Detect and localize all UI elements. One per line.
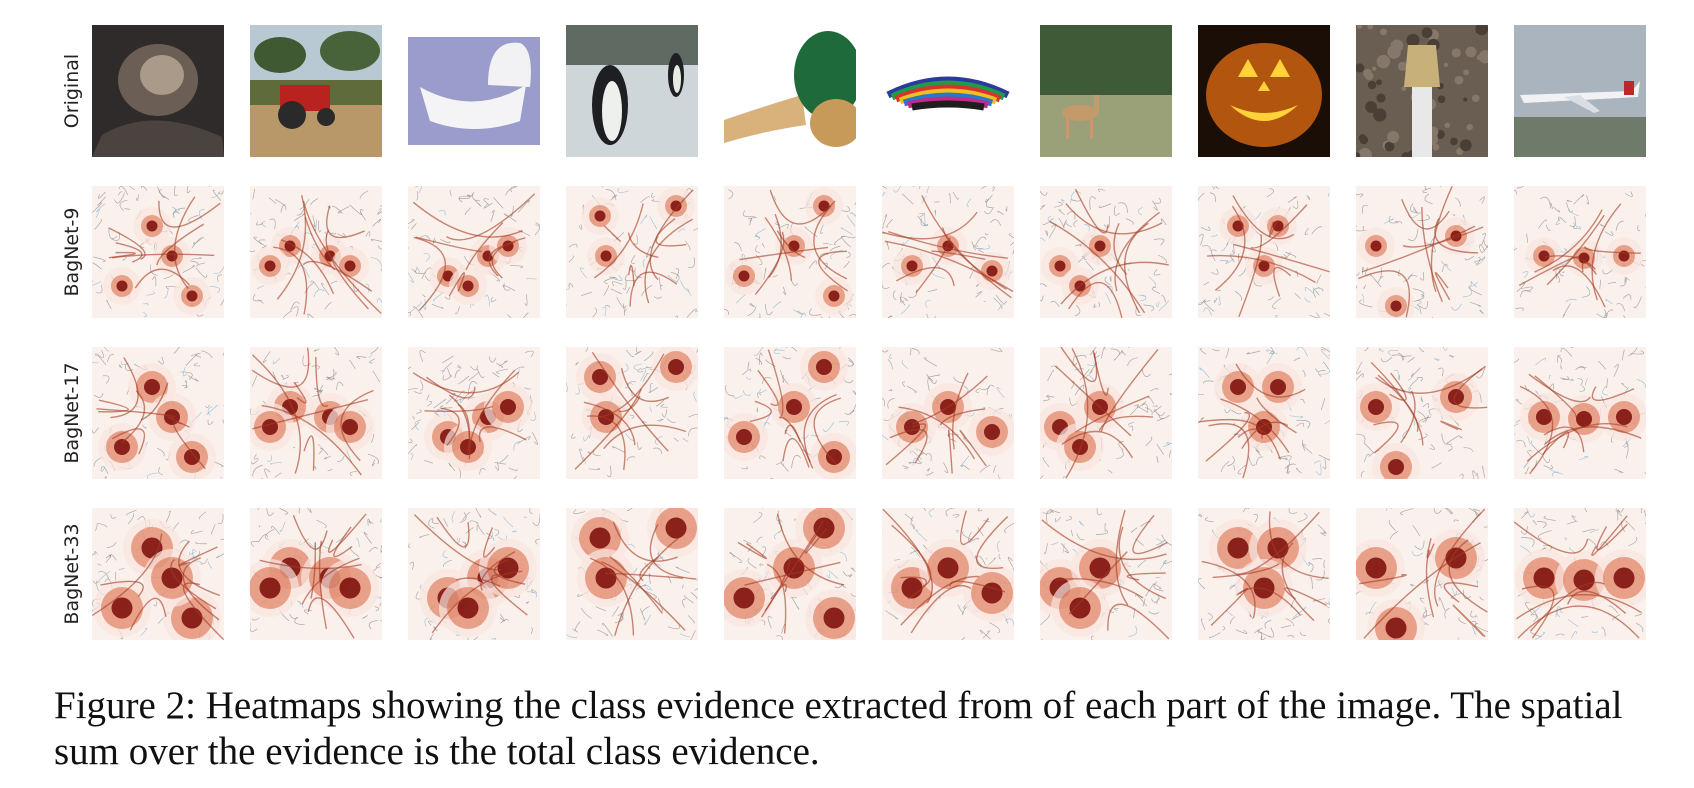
heatmap-bagnet-9-10 [1514, 186, 1646, 318]
original-image-3 [408, 25, 540, 157]
heatmap-bagnet-17-5 [724, 347, 856, 479]
heatmap-bagnet-33-2 [250, 508, 382, 640]
heatmap-bagnet-17-4 [566, 347, 698, 479]
heatmap-bagnet-9-9 [1356, 186, 1488, 318]
original-image-9 [1356, 25, 1488, 157]
original-image-7 [1040, 25, 1172, 157]
figure-grid: Original BagNet-9 BagNet-17 BagNet-33 [61, 25, 1646, 640]
heatmap-bagnet-9-5 [724, 186, 856, 318]
heatmap-bagnet-17-6 [882, 347, 1014, 479]
row-label-original: Original [61, 53, 83, 129]
original-image-5 [724, 25, 856, 157]
original-image-10 [1514, 25, 1646, 157]
heatmap-bagnet-17-3 [408, 347, 540, 479]
heatmap-bagnet-9-4 [566, 186, 698, 318]
heatmap-bagnet-17-7 [1040, 347, 1172, 479]
heatmap-bagnet-9-6 [882, 186, 1014, 318]
heatmap-bagnet-17-2 [250, 347, 382, 479]
heatmap-bagnet-33-1 [92, 508, 224, 640]
original-image-6 [882, 25, 1014, 157]
original-image-2 [250, 25, 382, 157]
original-image-4 [566, 25, 698, 157]
heatmap-bagnet-17-9 [1356, 347, 1488, 479]
row-label-bagnet-17: BagNet-17 [61, 362, 83, 464]
heatmap-bagnet-33-10 [1514, 508, 1646, 640]
heatmap-bagnet-33-8 [1198, 508, 1330, 640]
heatmap-bagnet-33-5 [724, 508, 856, 640]
row-label-bagnet-9: BagNet-9 [61, 207, 83, 297]
figure-caption: Figure 2: Heatmaps showing the class evi… [54, 684, 1623, 773]
original-image-1 [92, 25, 224, 157]
original-image-8 [1198, 25, 1330, 157]
heatmap-bagnet-9-1 [92, 186, 224, 318]
heatmap-bagnet-17-8 [1198, 347, 1330, 479]
heatmap-bagnet-33-9 [1356, 508, 1488, 640]
heatmap-bagnet-33-4 [566, 508, 698, 640]
row-label-bagnet-33: BagNet-33 [61, 523, 83, 625]
heatmap-bagnet-33-3 [408, 508, 540, 640]
heatmap-bagnet-9-7 [1040, 186, 1172, 318]
heatmap-bagnet-33-6 [882, 508, 1014, 640]
heatmap-bagnet-17-10 [1514, 347, 1646, 479]
heatmap-bagnet-33-7 [1040, 508, 1172, 640]
heatmap-bagnet-9-2 [250, 186, 382, 318]
heatmap-bagnet-17-1 [92, 347, 224, 479]
heatmap-bagnet-9-8 [1198, 186, 1330, 318]
heatmap-bagnet-9-3 [408, 186, 540, 318]
